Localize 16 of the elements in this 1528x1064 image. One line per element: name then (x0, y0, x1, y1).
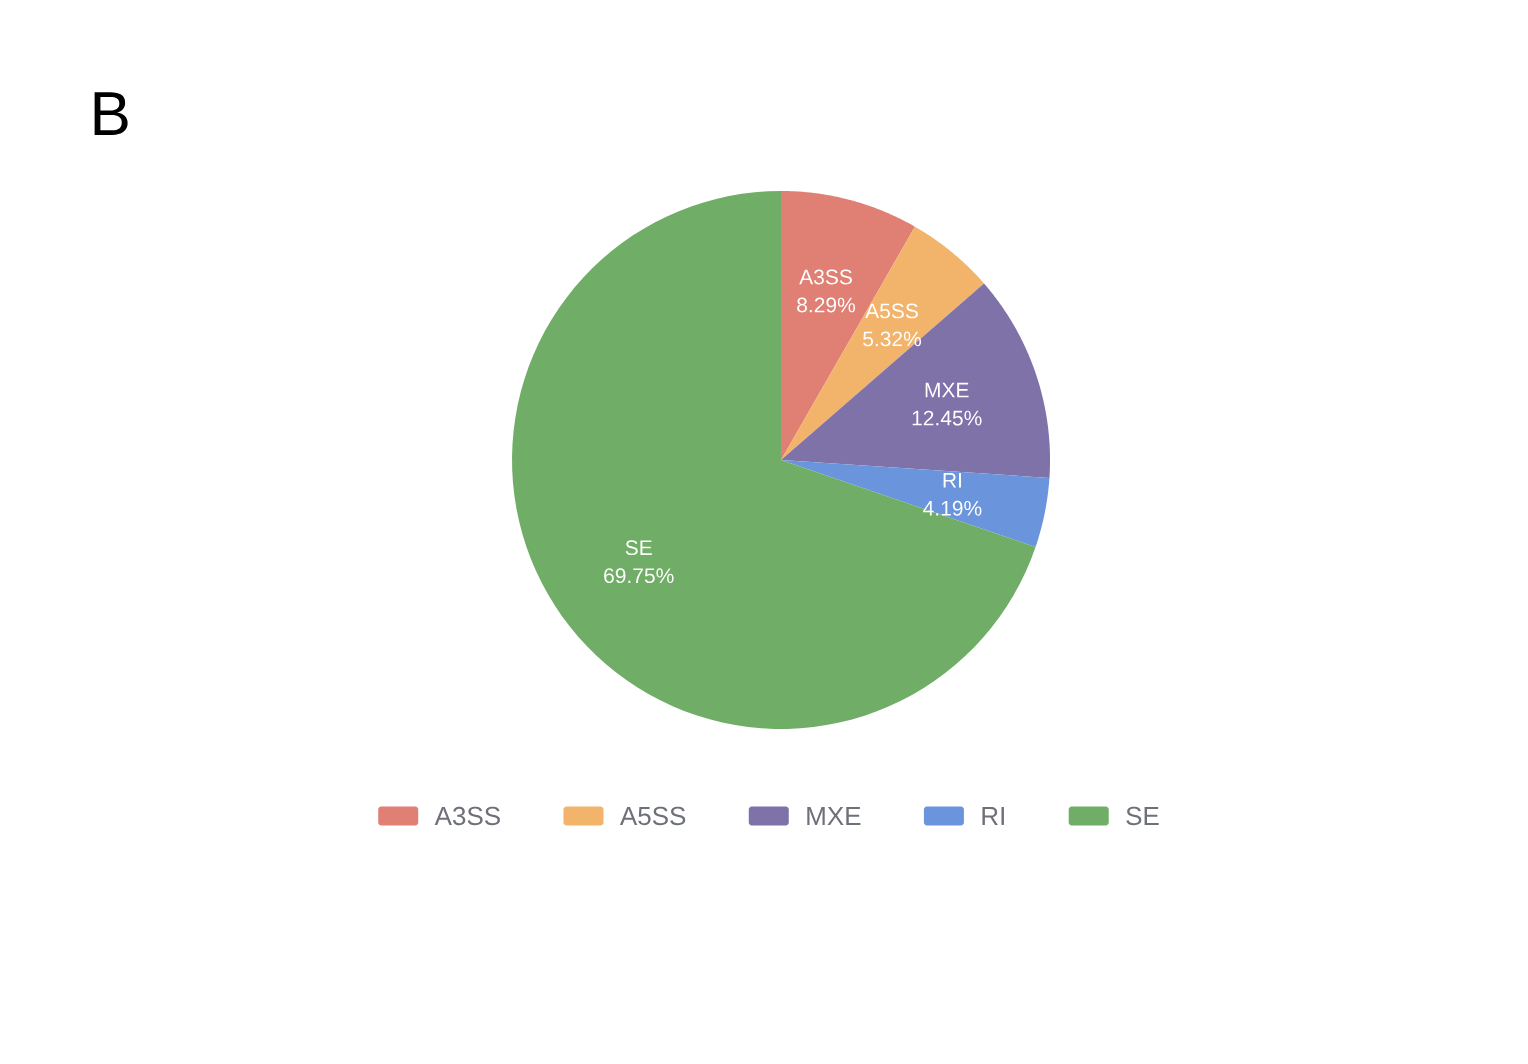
legend-label: A5SS (619, 806, 686, 826)
chart-title: B (94, 92, 128, 135)
data-label: 5.32% (863, 331, 922, 347)
slice-label: SE (625, 540, 652, 556)
slice-label: A3SS (799, 269, 852, 285)
data-label: 8.29% (797, 297, 856, 313)
data-label: 69.75% (604, 568, 674, 584)
legend-label: A3SS (434, 806, 500, 826)
data-label: 12.45% (912, 410, 982, 426)
slice-label: A5SS (865, 303, 918, 319)
slice-label: MXE (925, 382, 969, 398)
data-label: 4.19% (923, 500, 982, 516)
legend-label: RI (982, 807, 1004, 825)
legend-label: MXE (807, 807, 861, 825)
slice-label: RI (943, 473, 961, 488)
legend-label: SE (1126, 806, 1159, 826)
